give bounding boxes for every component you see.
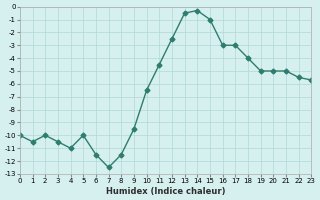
X-axis label: Humidex (Indice chaleur): Humidex (Indice chaleur) [106, 187, 225, 196]
